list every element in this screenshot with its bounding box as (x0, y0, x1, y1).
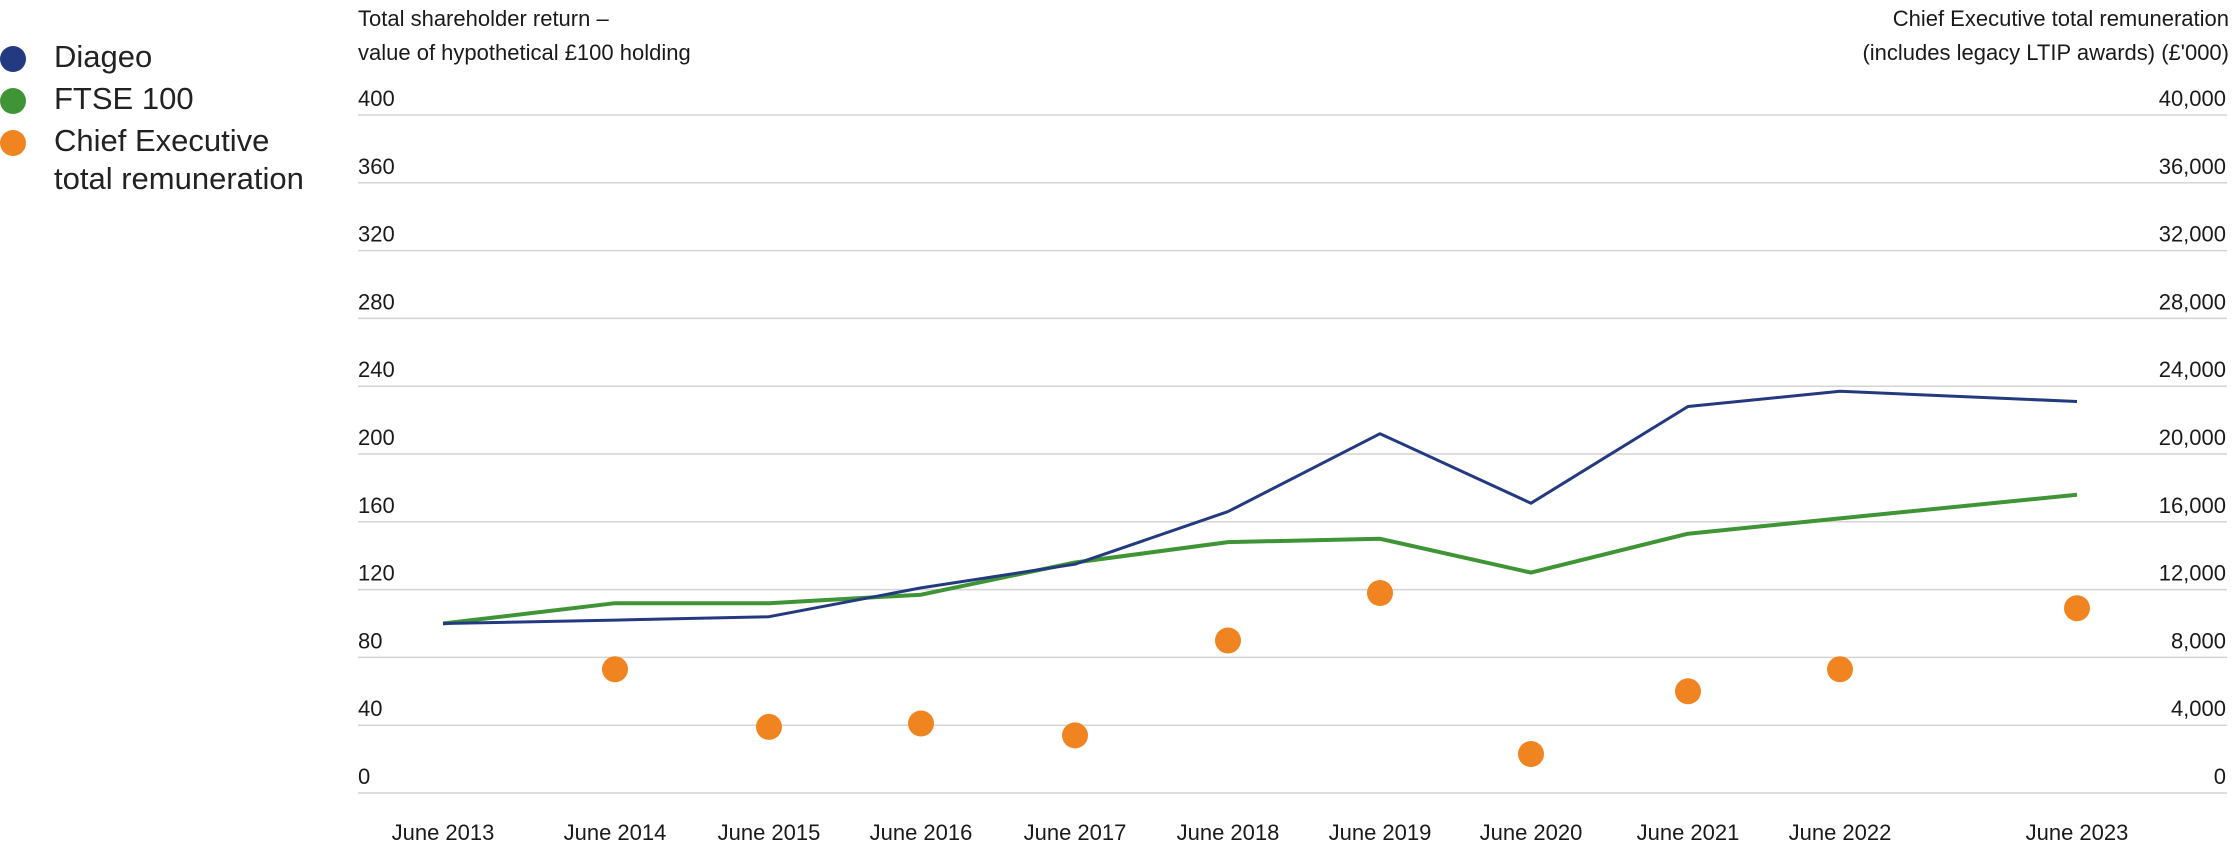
gridlines (358, 114, 2227, 794)
right-axis-title-line2: (includes legacy LTIP awards) (£'000) (1862, 40, 2229, 65)
ceo-remuneration-point (1367, 580, 1393, 606)
ceo-remuneration-point (2064, 595, 2090, 622)
x-tick-label: June 2016 (870, 820, 973, 845)
left-tick-label: 360 (358, 154, 395, 179)
x-tick-label: June 2014 (564, 820, 667, 845)
left-tick-label: 280 (358, 289, 395, 314)
legend-label-ceo-line1: Chief Executive (54, 123, 270, 158)
right-tick-label: 32,000 (2159, 222, 2226, 247)
left-tick-label: 120 (358, 561, 395, 586)
right-tick-label: 28,000 (2159, 289, 2226, 314)
right-tick-label: 24,000 (2159, 357, 2226, 382)
legend-marker-diageo (0, 46, 26, 72)
right-axis-title-line1: Chief Executive total remuneration (1892, 6, 2229, 31)
x-tick-label: June 2017 (1024, 820, 1127, 845)
x-tick-label: June 2022 (1789, 820, 1892, 845)
series-lines (442, 389, 2078, 626)
right-tick-label: 16,000 (2159, 493, 2226, 518)
x-tick-label: June 2023 (2026, 820, 2129, 845)
legend-label-ceo-line2: total remuneration (54, 161, 304, 196)
left-tick-label: 400 (358, 86, 395, 111)
ceo-remuneration-point (1827, 656, 1853, 683)
left-axis-title-line1: Total shareholder return – (358, 6, 609, 31)
left-tick-label: 0 (358, 764, 370, 789)
legend-item-diageo: Diageo (0, 38, 304, 76)
left-axis-title: Total shareholder return – value of hypo… (358, 2, 691, 70)
x-tick-label: June 2020 (1480, 820, 1583, 845)
right-tick-label: 12,000 (2159, 561, 2226, 586)
x-tick-label: June 2013 (392, 820, 495, 845)
right-tick-label: 40,000 (2159, 86, 2226, 111)
right-tick-label: 36,000 (2159, 154, 2226, 179)
left-tick-label: 200 (358, 425, 395, 450)
left-tick-label: 40 (358, 696, 382, 721)
left-tick-label: 320 (358, 222, 395, 247)
right-axis-ticks: 40,000 36,000 32,000 28,000 24,000 20,000 16,0… (2159, 86, 2226, 789)
left-tick-label: 240 (358, 357, 395, 382)
right-tick-label: 0 (2214, 764, 2226, 789)
x-tick-label: June 2018 (1177, 820, 1280, 845)
legend-label-ceo: Chief Executive total remuneration (54, 122, 304, 198)
legend-label-ftse: FTSE 100 (54, 81, 194, 116)
legend: Diageo FTSE 100 Chief Executive total re… (0, 38, 304, 202)
series-points (602, 580, 2090, 767)
legend-item-ftse: FTSE 100 (0, 80, 304, 118)
ceo-remuneration-point (1215, 627, 1241, 654)
x-axis-ticks: June 2013 June 2014 June 2015 June 2016 June… (392, 820, 2129, 845)
right-tick-label: 8,000 (2171, 628, 2226, 653)
legend-label-diageo: Diageo (54, 39, 153, 74)
left-tick-label: 80 (358, 628, 382, 653)
series-line-ftse-100 (442, 492, 2078, 626)
left-tick-label: 160 (358, 493, 395, 518)
ceo-remuneration-point (1062, 722, 1088, 749)
right-tick-label: 20,000 (2159, 425, 2226, 450)
right-tick-label: 4,000 (2171, 696, 2226, 721)
ceo-remuneration-point (1675, 678, 1701, 705)
ceo-remuneration-point (908, 710, 934, 737)
series-line-diageo (442, 389, 2078, 625)
x-tick-label: June 2019 (1329, 820, 1432, 845)
right-axis-title: Chief Executive total remuneration (incl… (1862, 2, 2229, 70)
left-axis-title-line2: value of hypothetical £100 holding (358, 40, 691, 65)
legend-marker-ceo (0, 130, 26, 156)
ceo-remuneration-point (756, 713, 782, 740)
legend-item-ceo: Chief Executive total remuneration (0, 122, 304, 198)
legend-marker-ftse (0, 88, 26, 114)
ceo-remuneration-point (602, 656, 628, 683)
x-tick-label: June 2021 (1637, 820, 1740, 845)
x-tick-label: June 2015 (718, 820, 821, 845)
ceo-remuneration-point (1518, 741, 1544, 767)
